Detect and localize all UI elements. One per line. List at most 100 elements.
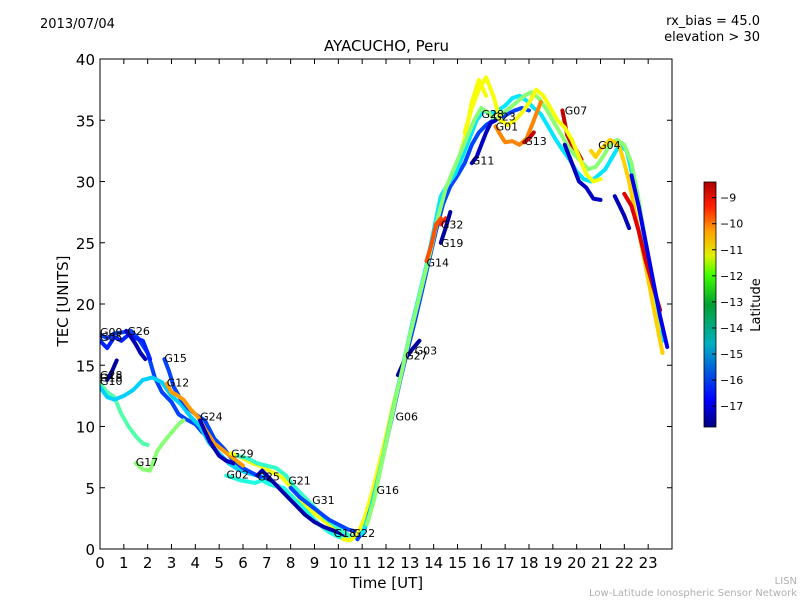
- series-line-g13: [522, 130, 536, 145]
- series-line-g26: [124, 328, 148, 362]
- satellite-label: G22: [353, 527, 376, 540]
- date-label: 2013/07/04: [40, 17, 115, 32]
- series-line-g19: [438, 210, 453, 245]
- satellite-label: G18: [334, 527, 357, 540]
- credit-acronym: LISN: [774, 576, 797, 587]
- x-tick-label: 5: [214, 554, 224, 572]
- x-tick-label: 12: [376, 554, 395, 572]
- x-tick-label: 17: [496, 554, 515, 572]
- colorbar: [703, 181, 717, 428]
- x-tick-label: 15: [448, 554, 467, 572]
- series-line-g17: [133, 418, 186, 473]
- series-line-g31: [288, 485, 360, 534]
- series-layer: [100, 75, 670, 543]
- satellite-label: G24: [200, 411, 223, 424]
- colorbar-tick-label: −13: [720, 296, 743, 309]
- y-tick-label: 15: [76, 357, 95, 375]
- satellite-label: G03: [415, 345, 438, 358]
- y-tick-label: 10: [76, 419, 95, 437]
- colorbar-tick-label: −9: [720, 192, 736, 205]
- series-line-g29: [229, 451, 350, 539]
- x-tick-label: 9: [310, 554, 320, 572]
- colorbar-tick-label: −10: [720, 218, 743, 231]
- satellite-label: G07: [565, 104, 588, 117]
- satellite-label: G13: [524, 135, 547, 148]
- series-line-g10: [100, 381, 150, 447]
- satellite-label: G26: [127, 325, 150, 338]
- colorbar-tick-label: −16: [720, 374, 743, 387]
- y-tick-label: 5: [85, 480, 95, 498]
- series-line-g32: [438, 216, 448, 227]
- y-tick-label: 20: [76, 296, 95, 314]
- x-tick-label: 13: [400, 554, 419, 572]
- x-tick-label: 3: [167, 554, 177, 572]
- satellite-label: G14: [427, 256, 450, 269]
- series-line-g20: [562, 142, 603, 202]
- x-tick-label: 6: [238, 554, 248, 572]
- series-line-g24: [198, 418, 236, 466]
- satellite-label: G23: [493, 111, 516, 124]
- series-line-g18a: [100, 375, 269, 480]
- series-line-g08: [612, 194, 632, 231]
- colorbar-tick-label: −12: [720, 270, 743, 283]
- satellite-label: G18: [100, 372, 123, 385]
- x-tick-label: 19: [543, 554, 562, 572]
- satellite-label: G19: [441, 237, 464, 250]
- satellite-label: G21: [288, 474, 311, 487]
- colorbar-tick-label: −15: [720, 348, 743, 361]
- colorbar-tick-label: −17: [720, 400, 743, 413]
- y-tick-label: 0: [85, 541, 95, 559]
- x-tick-label: 21: [591, 554, 610, 572]
- x-tick-label: 20: [567, 554, 586, 572]
- satellite-label: G15: [164, 352, 187, 365]
- chart-title: AYACUCHO, Peru: [323, 37, 450, 55]
- x-tick-label: 1: [119, 554, 129, 572]
- axis-ticks: 0 1 2 3 4 5 6 7 8 9 10 11 12 13 14 15 16 17 18 19 20 21 22 2305…: [76, 51, 672, 572]
- series-line-g01: [493, 99, 543, 147]
- x-tick-label: 2: [143, 554, 153, 572]
- satellite-label: G27: [405, 349, 428, 362]
- series-line-g25: [255, 468, 346, 537]
- satellite-label: G04: [598, 139, 621, 152]
- colorbar-tick-label: −11: [720, 244, 743, 257]
- colorbar-ticks: −9 −10 −11 −12 −13 −14 −15 −16 −17: [712, 192, 743, 413]
- series-line-g28: [105, 358, 119, 382]
- x-tick-label: 7: [262, 554, 272, 572]
- series-line-g05: [100, 332, 153, 362]
- colorbar-tick-label: −14: [720, 322, 743, 335]
- satellite-label: G29: [231, 447, 254, 460]
- elevation-annotation: elevation > 30: [664, 30, 760, 45]
- satellite-label: G16: [376, 484, 399, 497]
- satellite-label: G09: [100, 326, 123, 339]
- series-line-g04: [589, 137, 665, 355]
- series-line-g28b: [462, 75, 603, 184]
- satellite-label: G11: [472, 155, 495, 168]
- x-tick-label: 0: [95, 554, 105, 572]
- series-line-g16: [355, 106, 531, 542]
- x-tick-label: 22: [615, 554, 634, 572]
- colorbar-label: Latitude: [749, 278, 764, 332]
- x-tick-label: 4: [191, 554, 201, 572]
- x-tick-label: 23: [639, 554, 658, 572]
- satellite-label: G12: [167, 376, 190, 389]
- satellite-label: G02: [226, 468, 249, 481]
- x-tick-label: 16: [472, 554, 491, 572]
- series-line-g14: [424, 216, 443, 264]
- satellite-label: G06: [396, 411, 419, 424]
- series-line-g21: [236, 453, 355, 539]
- series-line-g06: [360, 93, 665, 537]
- y-tick-label: 35: [76, 112, 95, 130]
- series-line-g23: [629, 173, 670, 349]
- satellite-label: G31: [312, 494, 335, 507]
- satellite-label: G28: [481, 108, 504, 121]
- satellite-label: G32: [441, 218, 464, 231]
- x-tick-label: 10: [329, 554, 348, 572]
- x-tick-label: 8: [286, 554, 296, 572]
- series-line-g09: [100, 328, 205, 435]
- y-tick-label: 30: [76, 174, 95, 192]
- credit-fullname: Low-Latitude Ionospheric Sensor Network: [589, 588, 797, 599]
- satellite-label: G17: [136, 456, 159, 469]
- satellite-label: G05: [100, 331, 123, 344]
- y-tick-label: 40: [76, 51, 95, 69]
- x-tick-label: 11: [353, 554, 372, 572]
